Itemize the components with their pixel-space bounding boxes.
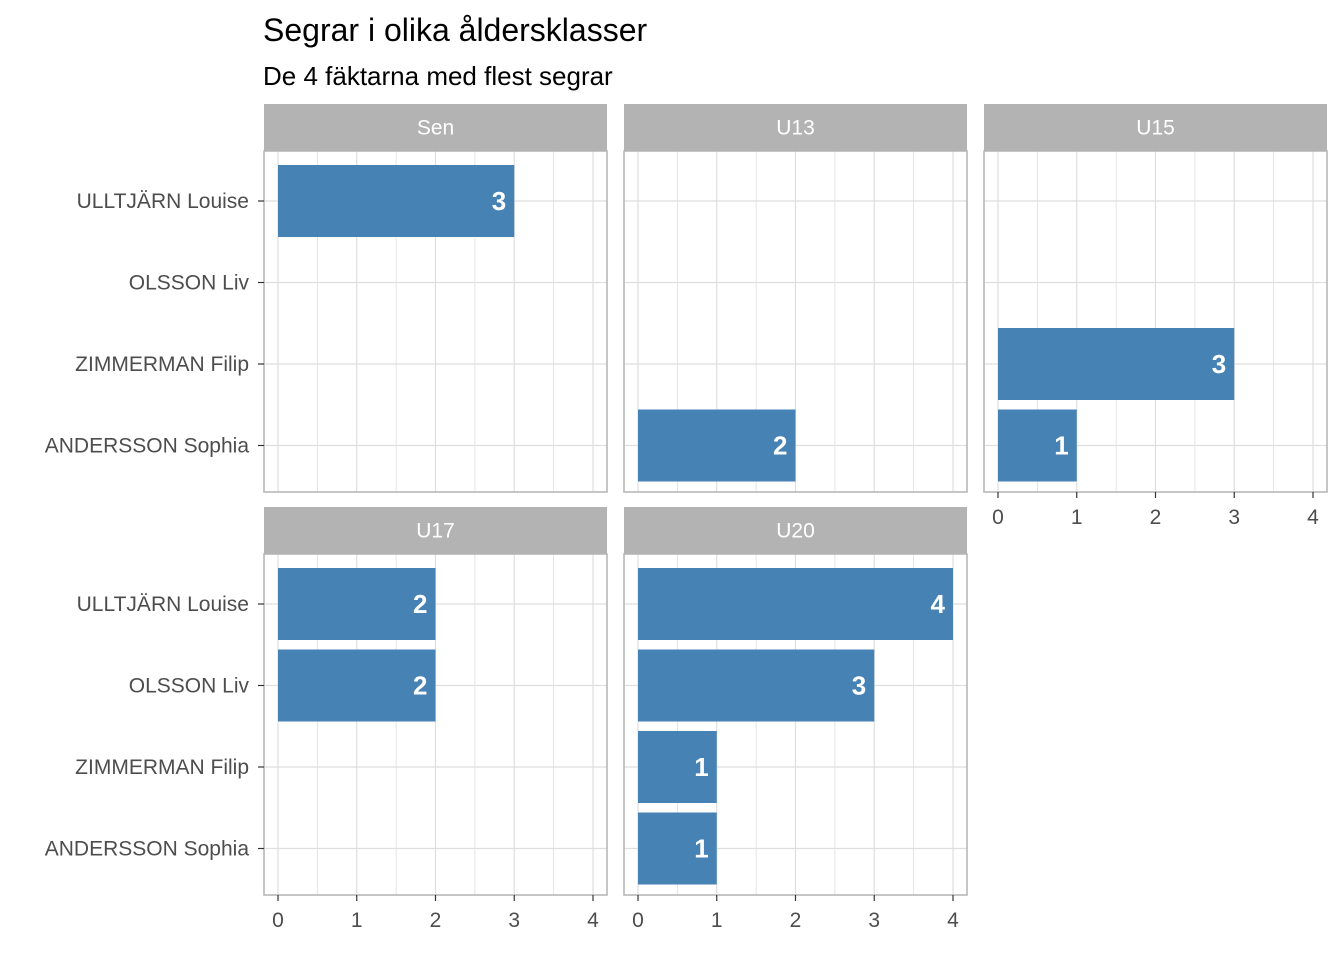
bar [278,568,436,640]
x-tick-label: 3 [508,909,520,932]
y-tick-label: OLSSON Liv [129,675,250,698]
y-tick-label: ZIMMERMAN Filip [75,756,249,779]
bar [998,328,1235,400]
x-tick-label: 4 [587,909,599,932]
y-tick-label: ULLTJÄRN Louise [77,593,249,616]
facet-panels: Sen 3 ULLTJÄRN Louise OLSSON Liv ZIMMERMAN F… [45,104,1328,932]
bar-value-label: 1 [694,752,708,782]
x-tick-label: 2 [790,909,802,932]
bar-value-label: 2 [413,589,427,619]
facet-strip [984,104,1327,151]
facet-strip-label: U20 [776,520,815,543]
y-tick-label: ANDERSSON Sophia [45,435,250,458]
y-tick-label: OLSSON Liv [129,272,250,295]
panel-border [263,150,608,493]
bar-value-label: 1 [1054,431,1068,461]
x-tick-label: 1 [1071,506,1083,529]
x-tick-label: 4 [1307,506,1319,529]
facet-panel-u13: U13 2 [623,104,968,493]
facet-strip [624,104,967,151]
chart-title: Segrar i olika åldersklasser [263,12,648,48]
x-tick-label: 4 [947,909,959,932]
x-tick-label: 1 [351,909,363,932]
bar-value-label: 2 [773,431,787,461]
bar-value-label: 3 [852,671,866,701]
y-tick-label: ANDERSSON Sophia [45,838,250,861]
panel-border [623,150,968,493]
facet-panel-u20: U20 4 3 1 1 0 1 2 3 4 [623,507,968,932]
facet-strip [264,104,607,151]
facet-strip-label: Sen [417,117,454,140]
x-tick-label: 0 [992,506,1004,529]
facet-panel-u15: U15 3 1 0 1 2 3 4 [983,104,1328,529]
x-tick-label: 2 [430,909,442,932]
facet-strip-label: U13 [776,117,815,140]
y-tick-label: ULLTJÄRN Louise [77,190,249,213]
x-tick-label: 1 [711,909,723,932]
bar [278,649,436,722]
facet-strip-label: U15 [1136,117,1175,140]
facet-panel-u17: U17 2 2 ULLTJÄRN Louise OLSSON Liv ZIMMERMAN … [45,507,608,932]
x-tick-label: 3 [1228,506,1240,529]
bar-value-label: 3 [492,186,506,216]
bar-value-label: 3 [1212,349,1226,379]
x-tick-label: 3 [868,909,880,932]
facet-strip [624,507,967,554]
y-tick-label: ZIMMERMAN Filip [75,353,249,376]
x-tick-label: 2 [1150,506,1162,529]
facet-panel-sen: Sen 3 ULLTJÄRN Louise OLSSON Liv ZIMMERMAN F… [45,104,608,493]
bar [638,731,717,803]
bar-value-label: 1 [694,834,708,864]
x-tick-label: 0 [272,909,284,932]
bar-value-label: 2 [413,671,427,701]
bar [278,165,515,237]
facet-strip-label: U17 [416,520,455,543]
bar [638,812,717,885]
bar-value-label: 4 [931,589,946,619]
facet-strip [264,507,607,554]
bar [638,649,875,722]
bar [638,568,953,640]
bar [638,409,796,482]
bar [998,409,1077,482]
chart-subtitle: De 4 fäktarna med flest segrar [263,61,613,91]
x-tick-label: 0 [632,909,644,932]
